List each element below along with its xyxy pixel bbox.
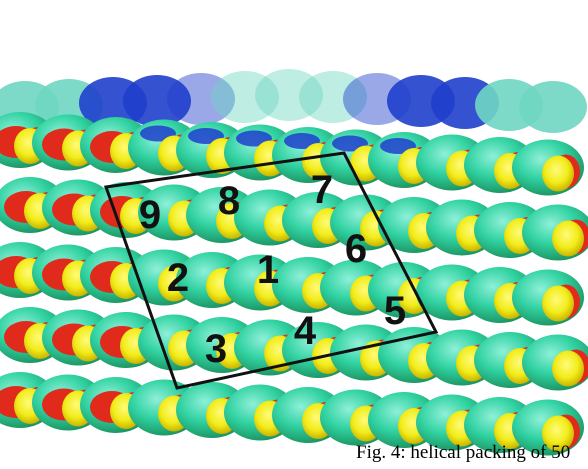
yellow-cap xyxy=(552,350,584,387)
subunit-labels: 1 23 4 567 8 9 xyxy=(139,168,406,371)
yellow-cap xyxy=(542,155,574,192)
yellow-cap xyxy=(542,285,574,322)
yellow-cap xyxy=(552,220,584,257)
top-ring-bead xyxy=(167,73,235,125)
subunit-label-6: 6 xyxy=(345,227,367,271)
subunit-label-7: 7 xyxy=(311,168,333,212)
yellow-cap xyxy=(542,415,574,452)
figure-caption: Fig. 4: helical packing of 50 xyxy=(356,442,571,463)
subunit-label-3: 3 xyxy=(205,327,227,371)
top-ring-bead xyxy=(519,81,587,133)
top-ring-bead xyxy=(299,71,367,123)
top-ring-bead xyxy=(255,69,323,121)
subunit-label-4: 4 xyxy=(294,309,317,353)
top-ring-bead xyxy=(123,75,191,127)
unit-cell-outline xyxy=(103,151,439,390)
subunit-label-9: 9 xyxy=(139,193,161,237)
subunit-label-8: 8 xyxy=(218,179,240,223)
subunit-label-5: 5 xyxy=(384,289,406,333)
subunit-label-2: 2 xyxy=(167,256,189,300)
subunit-beads xyxy=(0,69,588,456)
top-ring-bead xyxy=(211,71,279,123)
subunit-label-1: 1 xyxy=(257,248,279,292)
